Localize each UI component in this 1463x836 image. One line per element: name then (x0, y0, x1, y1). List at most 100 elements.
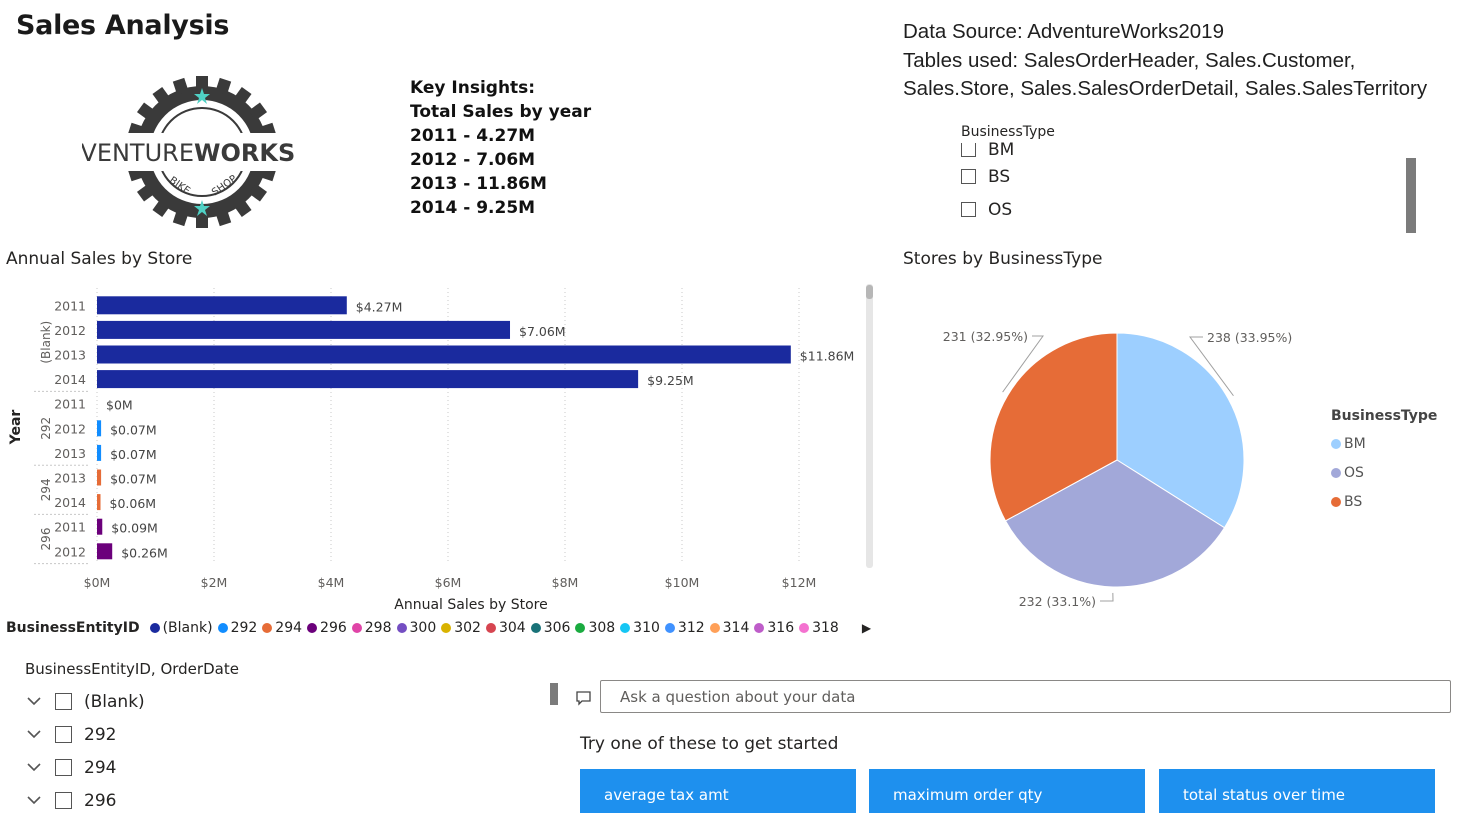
checkbox[interactable] (961, 169, 976, 184)
legend-item[interactable]: 316 (754, 620, 794, 636)
data-label: $0.07M (110, 422, 157, 437)
legend-marker (575, 623, 586, 633)
pie-data-label: 231 (32.95%) (943, 329, 1028, 344)
legend-item[interactable]: 318 (799, 620, 839, 636)
chevron-down-icon[interactable] (25, 759, 43, 777)
legend-item[interactable]: BS (1331, 487, 1437, 516)
suggestion-button-total-status[interactable]: total status over time (1159, 769, 1435, 813)
bar[interactable] (97, 370, 639, 389)
triangle-right-icon[interactable]: ▶ (861, 621, 872, 635)
legend-label: 312 (677, 620, 705, 636)
legend-marker (620, 623, 631, 633)
bar[interactable] (97, 518, 103, 535)
checkbox[interactable] (961, 143, 976, 157)
legend-marker (530, 623, 541, 633)
insights-heading: Key Insights: (410, 78, 536, 98)
suggestion-button-average-tax[interactable]: average tax amt (580, 769, 856, 813)
pie-slice[interactable] (989, 332, 1118, 522)
group-label: 294 (39, 478, 53, 501)
legend-item[interactable]: 308 (575, 620, 615, 636)
bar[interactable] (97, 444, 102, 461)
legend-item[interactable]: 304 (485, 620, 526, 636)
chat-bubble-icon (575, 689, 593, 707)
bar[interactable] (97, 543, 113, 560)
slicer-scrollbar[interactable] (1406, 158, 1416, 233)
tree-row-blank[interactable]: (Blank) (25, 685, 525, 718)
bar[interactable] (97, 420, 102, 437)
legend-item[interactable]: 300 (396, 620, 436, 636)
legend-item[interactable]: OS (1331, 458, 1437, 487)
bar[interactable] (97, 494, 101, 511)
legend-item[interactable]: (Blank) (149, 620, 213, 636)
legend-label: 292 (230, 620, 258, 636)
pie-slice[interactable] (1116, 332, 1245, 529)
checkbox[interactable] (55, 759, 72, 776)
bar-chart-scroll-thumb[interactable] (866, 285, 873, 299)
legend-item[interactable]: 298 (351, 620, 392, 636)
bar[interactable] (97, 320, 511, 339)
tables-used-line: Tables used: SalesOrderHeader, Sales.Cus… (903, 48, 1356, 72)
bar[interactable] (97, 296, 347, 315)
legend-marker (1331, 438, 1341, 449)
y-tick-label: 2014 (54, 372, 86, 387)
slicer-scrollbar[interactable] (550, 683, 558, 705)
legend-item[interactable]: 294 (262, 620, 302, 636)
bar-chart-title: Annual Sales by Store (6, 249, 193, 269)
gear-tooth (196, 214, 208, 228)
slicer-item-os[interactable]: OS (961, 193, 1421, 226)
bar[interactable] (97, 345, 791, 364)
legend-marker (217, 623, 228, 633)
data-label: $0.26M (121, 545, 168, 560)
legend-label: 294 (275, 620, 303, 636)
slicer-title: BusinessType (961, 124, 1055, 140)
businessentity-slicer: BusinessEntityID, OrderDate (Blank) 292 … (25, 660, 525, 817)
legend-label: (Blank) (162, 620, 213, 636)
tree-row-label: 294 (84, 757, 117, 778)
logo-text-right: WORKS (194, 139, 295, 167)
bar-chart-scrollbar[interactable] (866, 284, 873, 568)
checkbox[interactable] (55, 726, 72, 743)
chevron-down-icon[interactable] (25, 726, 43, 744)
qa-question-input[interactable] (600, 680, 1451, 713)
legend-marker (307, 623, 318, 633)
y-tick-label: 2011 (54, 298, 86, 313)
checkbox[interactable] (961, 202, 976, 217)
x-tick-label: $6M (435, 575, 462, 590)
legend-label: 310 (633, 620, 660, 636)
suggestion-button-max-order-qty[interactable]: maximum order qty (869, 769, 1145, 813)
legend-item[interactable]: 310 (620, 620, 660, 636)
legend-marker (396, 623, 407, 633)
legend-marker (441, 623, 452, 633)
data-label: $0.06M (110, 496, 157, 511)
bar[interactable] (97, 469, 102, 486)
legend-label: 308 (588, 620, 616, 636)
slicer-item-bs[interactable]: BS (961, 160, 1421, 193)
pie-chart-legend: BusinessType BM OS BS (1331, 408, 1437, 516)
chevron-down-icon[interactable] (25, 792, 43, 810)
chevron-down-icon[interactable] (25, 693, 43, 711)
tree-row-294[interactable]: 294 (25, 751, 525, 784)
checkbox[interactable] (55, 792, 72, 809)
gear-tooth (215, 209, 232, 227)
legend-item[interactable]: BM (1331, 429, 1437, 458)
legend-item[interactable]: 296 (307, 620, 347, 636)
legend-item[interactable]: 314 (709, 620, 749, 636)
leader-line (1100, 592, 1114, 602)
tree-row-296[interactable]: 296 (25, 784, 525, 817)
legend-label: BM (1344, 435, 1366, 452)
x-tick-label: $8M (552, 575, 579, 590)
tree-row-292[interactable]: 292 (25, 718, 525, 751)
legend-item[interactable]: 306 (530, 620, 571, 636)
legend-item[interactable]: 312 (664, 620, 705, 636)
insight-line: 2013 - 11.86M (410, 174, 547, 194)
checkbox[interactable] (55, 693, 72, 710)
legend-item[interactable]: 302 (441, 620, 481, 636)
legend-label: 306 (543, 620, 571, 636)
pie-data-label: 238 (33.95%) (1207, 330, 1292, 345)
tree-row-label: (Blank) (84, 691, 145, 712)
slicer-item-bm[interactable]: BM (961, 140, 1421, 160)
legend-item[interactable]: 292 (217, 620, 258, 636)
pie-slice[interactable] (1004, 459, 1226, 588)
stores-by-businesstype-pie: 238 (33.95%) 232 (33.1%) 231 (32.95%) (943, 329, 1293, 609)
legend-marker (149, 623, 160, 633)
